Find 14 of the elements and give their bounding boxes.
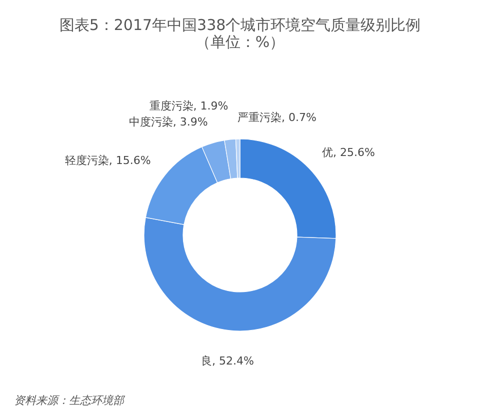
text: 资料来源：生态环境部 — [14, 394, 126, 407]
slice-label: 轻度污染 — [64, 154, 109, 167]
slice-label: 重度污染 — [149, 100, 194, 113]
slice-label: 中度污染 — [128, 116, 173, 129]
chart-title: 图表5：2017年中国338个城市环境空气质量级别比例（单位：%） — [59, 16, 421, 51]
data-label: , 15.6% — [108, 154, 151, 167]
data-label: , 3.9% — [172, 116, 208, 129]
data-label: , 25.6% — [333, 146, 375, 159]
data-label: , 1.9% — [193, 100, 228, 113]
slice-label: 良 — [201, 354, 212, 368]
slice-label: 优 — [322, 146, 334, 159]
data-label: , 52.4% — [212, 354, 254, 368]
slice-label: 严重污染 — [237, 111, 282, 124]
data-label: , 0.7% — [281, 111, 316, 124]
